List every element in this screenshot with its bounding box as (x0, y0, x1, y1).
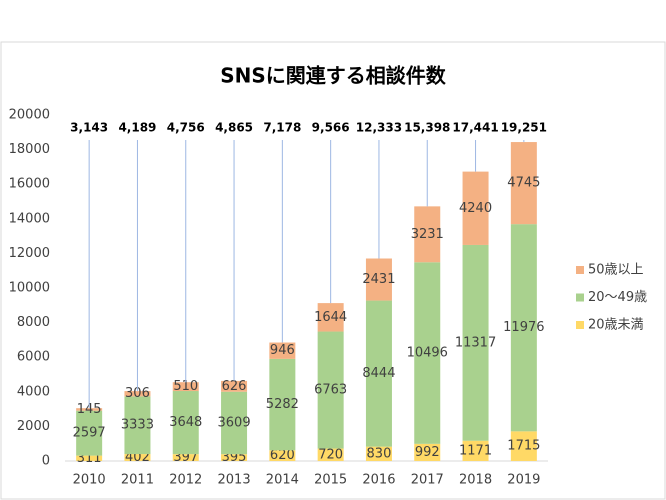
bar-segment (269, 342, 296, 359)
y-tick-label: 2000 (17, 419, 50, 434)
y-tick-label: 18000 (9, 142, 50, 157)
total-label: 4,756 (167, 121, 205, 135)
bar-segment (317, 331, 344, 449)
y-tick-label: 14000 (9, 211, 50, 226)
total-label: 3,143 (70, 121, 108, 135)
data-label: 1171 (459, 443, 492, 458)
x-tick-label: 2012 (169, 473, 202, 488)
x-tick-label: 2014 (266, 473, 299, 488)
bar-segment (172, 454, 199, 461)
data-label: 4745 (507, 176, 540, 191)
bar-segment (221, 454, 248, 461)
total-label: 12,333 (356, 121, 402, 135)
bar-segment (269, 450, 296, 461)
data-label: 306 (125, 386, 150, 401)
data-label: 2597 (73, 426, 106, 441)
total-label: 15,398 (404, 121, 450, 135)
x-tick-label: 2011 (121, 473, 154, 488)
legend-label: 50歳以上 (588, 263, 644, 278)
x-tick-label: 2019 (507, 473, 540, 488)
data-label: 3648 (169, 415, 202, 430)
legend-swatch (576, 293, 584, 302)
data-label: 620 (270, 448, 295, 463)
total-label: 7,178 (263, 121, 301, 135)
y-tick-label: 20000 (9, 108, 50, 123)
y-tick-label: 8000 (17, 315, 50, 330)
data-label: 510 (173, 379, 198, 394)
bar-segment (510, 142, 537, 225)
bar-segment (76, 455, 103, 461)
bar-segment (510, 224, 537, 432)
data-label: 5282 (266, 397, 299, 412)
x-tick-label: 2017 (411, 473, 444, 488)
bar-segment (76, 410, 103, 456)
y-tick-label: 6000 (17, 350, 50, 365)
bar-segment (462, 171, 489, 245)
bar-segment (365, 300, 392, 447)
y-tick-label: 16000 (9, 177, 50, 192)
data-label: 992 (415, 445, 440, 460)
legend-swatch (576, 266, 584, 274)
legend-label: 20〜49歳 (588, 290, 647, 305)
bar-segment (414, 262, 441, 444)
x-tick-label: 2010 (73, 473, 106, 488)
data-label: 3333 (121, 418, 154, 433)
bar-segment (269, 358, 296, 451)
bar-segment (124, 391, 151, 397)
total-label: 4,189 (118, 121, 156, 135)
data-label: 11976 (503, 320, 544, 335)
data-label: 946 (270, 343, 295, 358)
data-label: 720 (318, 447, 343, 462)
bar-segment (414, 443, 441, 461)
bar-segment (510, 431, 537, 461)
y-tick-label: 4000 (17, 384, 50, 399)
data-label: 626 (222, 379, 247, 394)
data-label: 11317 (455, 335, 496, 350)
total-label: 9,566 (312, 121, 350, 135)
bar-segment (221, 380, 248, 392)
bar-segment (462, 244, 489, 441)
x-tick-label: 2015 (314, 473, 347, 488)
data-label: 3231 (411, 227, 444, 242)
bar-segment (462, 440, 489, 461)
bar-segment (317, 448, 344, 461)
data-label: 3609 (218, 415, 251, 430)
bar-segment (365, 258, 392, 301)
data-label: 10496 (407, 346, 448, 361)
chart-title: SNSに関連する相談件数 (220, 64, 447, 88)
bar-segment (365, 446, 392, 461)
legend-label: 20歳未満 (588, 318, 644, 333)
data-label: 8444 (362, 366, 395, 381)
data-label: 1644 (314, 310, 347, 325)
bar-segment (221, 391, 248, 455)
total-label: 17,441 (452, 121, 498, 135)
data-label: 145 (77, 402, 102, 417)
bar-segment (124, 454, 151, 461)
data-label: 830 (367, 446, 392, 461)
bar-segment (124, 396, 151, 455)
bar-segment (414, 206, 441, 263)
total-label: 19,251 (501, 121, 547, 135)
bar-segment (76, 408, 103, 411)
x-tick-label: 2018 (459, 473, 492, 488)
data-label: 2431 (362, 272, 395, 287)
bar-segment (172, 391, 199, 455)
legend-swatch (576, 321, 584, 329)
x-tick-label: 2013 (218, 473, 251, 488)
bar-segment (317, 303, 344, 332)
data-label: 1715 (507, 439, 540, 454)
x-tick-label: 2016 (362, 473, 395, 488)
data-label: 6763 (314, 383, 347, 398)
bar-segment (172, 382, 199, 392)
data-label: 4240 (459, 201, 492, 216)
y-tick-label: 10000 (9, 281, 50, 296)
y-tick-label: 12000 (9, 246, 50, 261)
total-label: 4,865 (215, 121, 253, 135)
y-tick-label: 0 (42, 454, 50, 469)
